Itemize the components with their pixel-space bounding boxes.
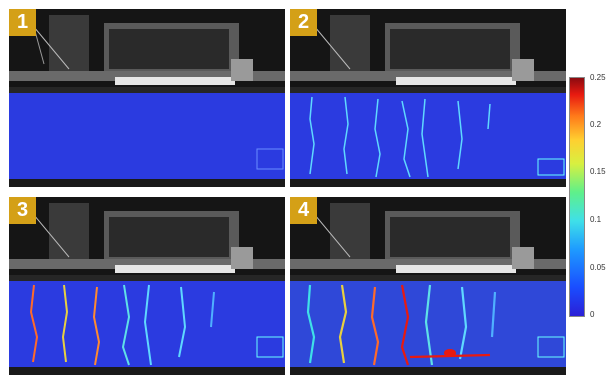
panel-number-badge: 4 — [290, 197, 317, 224]
panel-1: 1 — [9, 9, 285, 187]
beam-photo-2 — [290, 9, 566, 187]
colorbar-tick-label: 0.2 — [590, 120, 602, 129]
colorbar-tick-label: 0 — [590, 310, 595, 319]
panel-number-badge: 3 — [9, 197, 36, 224]
panel-3: 3 — [9, 197, 285, 375]
beam-photo-4 — [290, 197, 566, 375]
colorbar — [569, 77, 585, 317]
panel-2: 2 — [290, 9, 566, 187]
colorbar-tick-label: 0.05 — [590, 263, 606, 272]
beam-photo-1 — [9, 9, 285, 187]
panel-number-badge: 2 — [290, 9, 317, 36]
colorbar-tick-label: 0.1 — [590, 215, 602, 224]
panel-number-badge: 1 — [9, 9, 36, 36]
panel-4: 4 — [290, 197, 566, 375]
colorbar-tick-label: 0.25 — [590, 73, 606, 82]
beam-photo-3 — [9, 197, 285, 375]
colorbar-tick-label: 0.15 — [590, 167, 606, 176]
